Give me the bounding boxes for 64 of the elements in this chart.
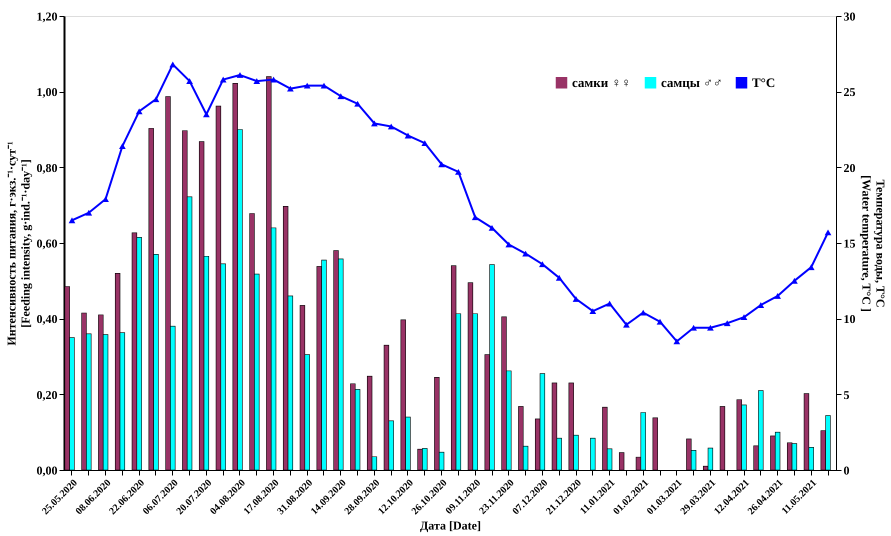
point [505,242,512,248]
point [152,96,160,102]
point [640,310,647,316]
point [824,230,832,236]
y2-tick-label: 30 [844,10,856,24]
point [421,140,428,146]
y2-tick-label: 20 [844,160,856,175]
y-tick-label: 0,20 [36,388,58,402]
point [740,314,748,320]
point [371,120,378,126]
point [707,324,714,331]
point [354,100,361,107]
point [68,217,76,224]
y-tick-label: 0,00 [36,464,58,478]
y-axis-title: Интенсивность питания, г·экз.⁻¹·сут⁻¹ [Feeding intensity, g·ind.⁻¹·day⁻¹] [4,140,32,346]
y2-tick-label: 10 [844,312,856,326]
point [220,76,227,82]
y2-axis-title: Температура воды, T°C [Water temperature, T°C ] [860,175,888,312]
y2-tick-label: 0 [844,464,850,478]
y-tick-label: 1,00 [36,85,58,100]
y-tick-label: 1,20 [36,10,58,24]
point [455,168,462,175]
y-tick-label: 0,40 [36,312,58,326]
point [119,143,126,150]
point [186,78,193,84]
point [539,261,546,268]
y2-tick-label: 15 [844,236,856,250]
point [724,320,731,326]
y2-tick-label: 5 [844,388,850,402]
point [791,278,798,284]
point [337,93,344,100]
point [572,296,580,302]
point [556,274,563,281]
point [287,86,294,92]
point [690,324,697,331]
point [85,210,92,216]
point [270,76,277,82]
x-axis-title: Дата [Date] [420,518,481,532]
point [304,82,311,89]
legend-label: самцы ♂♂ [661,74,723,90]
point [656,318,664,325]
legend-label: самки ♀♀ [572,74,632,90]
point [808,264,815,270]
point [606,300,613,306]
point [589,308,596,314]
legend-label: T°C [752,74,776,90]
point [774,293,781,299]
point [320,82,328,89]
y-tick-label: 0,80 [36,160,58,175]
point [438,161,445,168]
point [136,108,143,114]
point [169,62,176,68]
y-tick-label: 0,60 [36,236,58,250]
point [404,132,412,138]
point [236,72,244,78]
point [673,338,680,344]
point [203,111,210,118]
point [522,250,529,256]
point [472,214,479,220]
point [623,322,630,328]
y2-tick-label: 25 [844,85,856,100]
point [488,224,496,231]
point [388,124,395,130]
point [253,78,260,84]
